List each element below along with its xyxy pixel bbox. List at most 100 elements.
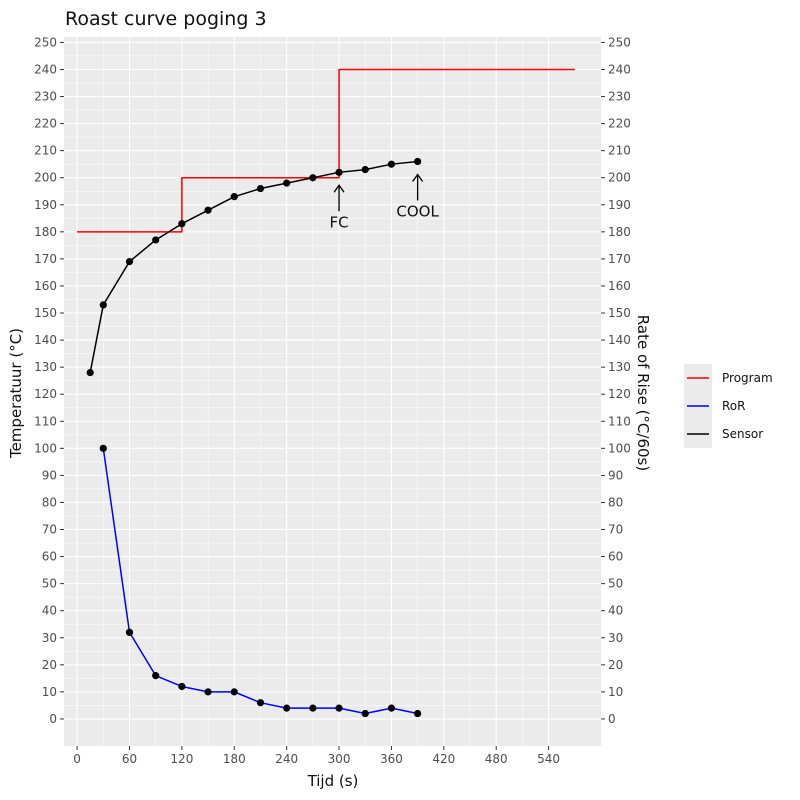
data-point-sensor [86, 368, 94, 377]
y-tick-label-left: 240 [34, 62, 57, 76]
x-tick-label: 120 [170, 752, 193, 766]
y-tick-label-left: 210 [34, 144, 57, 158]
annotation-fc: FC [329, 184, 349, 231]
legend-label-program: Program [722, 371, 773, 385]
y-tick-label-right: 250 [608, 35, 631, 49]
data-point-ror [230, 688, 238, 696]
y-tick-label-left: 230 [34, 90, 57, 104]
y-tick-label-right: 50 [608, 577, 623, 591]
y-tick-label-left: 90 [42, 468, 57, 482]
data-point-sensor [361, 165, 369, 174]
y-tick-label-left: 220 [34, 117, 57, 131]
y-tick-label-left: 140 [34, 333, 57, 347]
annotation-label: FC [329, 213, 348, 231]
y-tick-label-right: 210 [608, 144, 631, 158]
y-tick-label-right: 10 [608, 685, 623, 699]
data-point-sensor [414, 157, 422, 166]
y-tick-label-left: 150 [34, 306, 57, 320]
y-tick-label-right: 100 [608, 441, 631, 455]
data-point-ror [361, 709, 369, 718]
y-tick-label-right: 150 [608, 306, 631, 320]
y-tick-label-right: 200 [608, 171, 631, 185]
annotation-layer: FC COOL [329, 173, 439, 231]
y-tick-label-left: 170 [34, 252, 57, 266]
y-tick-label-right: 20 [608, 658, 623, 672]
y-tick-label-right: 160 [608, 279, 631, 293]
data-point-ror [256, 699, 265, 707]
data-point-ror [152, 672, 160, 680]
annotation-cool: COOL [396, 173, 439, 220]
y-tick-label-right: 70 [608, 523, 623, 537]
axes: 0 0 10 10 20 20 30 30 40 40 50 50 60 60 70 70 80 80 90 90 10… [34, 35, 631, 766]
y-tick-label-right: 230 [608, 90, 631, 104]
y-tick-label-right: 60 [608, 550, 623, 564]
y-tick-label-right: 110 [608, 414, 631, 428]
data-point-sensor [152, 236, 160, 244]
y-tick-label-right: 90 [608, 468, 623, 482]
y-tick-label-left: 180 [34, 225, 57, 239]
x-tick-label: 540 [537, 752, 560, 766]
legend-label-sensor: Sensor [722, 427, 763, 441]
plot-panel [64, 37, 601, 746]
data-point-sensor [125, 258, 134, 266]
x-tick-label: 0 [73, 752, 81, 766]
y-tick-label-right: 120 [608, 387, 631, 401]
x-tick-label: 240 [275, 752, 298, 766]
x-tick-label: 300 [328, 752, 351, 766]
data-point-sensor [335, 168, 343, 176]
grid-lines [64, 37, 601, 746]
y-tick-label-right: 240 [608, 62, 631, 76]
annotation-arrowhead [333, 184, 345, 193]
annotation-label: COOL [396, 202, 439, 220]
data-point-sensor [309, 174, 317, 182]
data-point-sensor [256, 184, 265, 193]
y-tick-label-right: 170 [608, 252, 631, 266]
y-axis-title-right: Rate of Rise (°C/60s) [634, 315, 652, 471]
data-point-sensor [99, 301, 107, 309]
data-point-ror [99, 444, 107, 452]
x-tick-label: 360 [380, 752, 403, 766]
x-tick-label: 420 [432, 752, 455, 766]
y-tick-label-right: 190 [608, 198, 631, 212]
chart-title: Roast curve poging 3 [65, 8, 267, 30]
y-tick-label-right: 30 [608, 631, 623, 645]
data-point-sensor [178, 220, 186, 228]
y-tick-label-left: 190 [34, 198, 57, 212]
y-tick-label-left: 100 [34, 441, 57, 455]
data-point-ror [125, 628, 134, 636]
data-point-ror [309, 704, 317, 712]
y-tick-label-left: 50 [42, 577, 57, 591]
data-point-ror [178, 682, 186, 691]
y-tick-label-left: 0 [49, 712, 57, 726]
y-tick-label-right: 0 [608, 712, 616, 726]
y-tick-label-right: 80 [608, 495, 623, 509]
series-line-program [77, 68, 575, 233]
data-point-ror [387, 704, 396, 712]
data-point-ror [283, 704, 291, 712]
marker-layer [86, 157, 422, 718]
y-tick-label-left: 120 [34, 387, 57, 401]
y-tick-label-left: 250 [34, 35, 57, 49]
x-tick-label: 180 [223, 752, 246, 766]
data-point-ror [204, 688, 212, 696]
data-point-sensor [230, 193, 238, 201]
y-tick-label-left: 130 [34, 360, 57, 374]
data-point-sensor [387, 160, 396, 168]
y-tick-label-left: 40 [42, 604, 57, 618]
y-tick-label-right: 180 [608, 225, 631, 239]
y-tick-label-right: 140 [608, 333, 631, 347]
data-point-sensor [283, 179, 291, 187]
annotation-arrowhead [412, 173, 424, 182]
y-tick-label-left: 20 [42, 658, 57, 672]
y-tick-label-left: 60 [42, 550, 57, 564]
data-point-sensor [204, 206, 212, 214]
data-point-ror [414, 709, 422, 718]
y-tick-label-right: 220 [608, 117, 631, 131]
y-tick-label-left: 70 [42, 523, 57, 537]
x-tick-label: 60 [122, 752, 137, 766]
y-tick-label-left: 30 [42, 631, 57, 645]
y-tick-label-left: 80 [42, 495, 57, 509]
y-tick-label-left: 200 [34, 171, 57, 185]
y-tick-label-right: 40 [608, 604, 623, 618]
